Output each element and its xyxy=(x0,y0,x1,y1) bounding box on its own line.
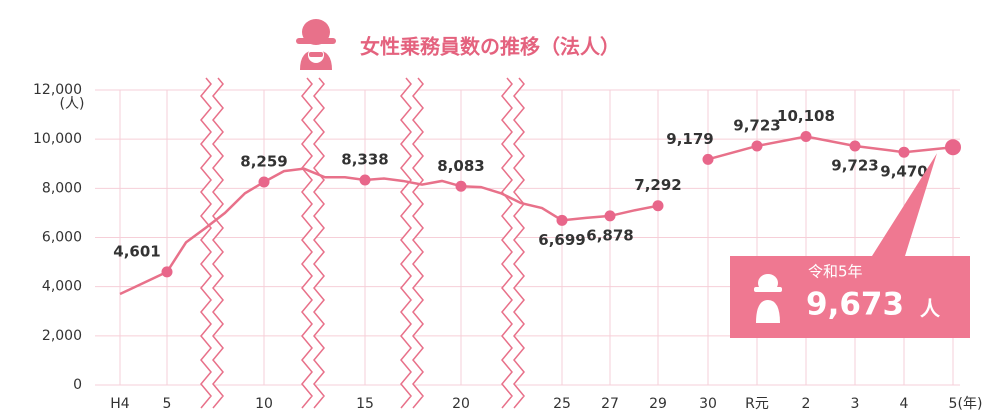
marker xyxy=(455,180,467,192)
break-band xyxy=(201,78,223,408)
title-icon xyxy=(296,19,336,70)
break-edge xyxy=(313,77,325,409)
data-label: 10,108 xyxy=(777,107,835,125)
marker xyxy=(751,140,763,152)
callout-title: 令和5年 xyxy=(808,263,863,281)
data-label: 8,083 xyxy=(437,157,484,175)
break-band xyxy=(502,78,524,408)
y-tick-label: 12,000 xyxy=(33,82,82,98)
x-tick-label: 10 xyxy=(255,396,273,412)
data-label: 4,601 xyxy=(113,242,160,260)
chart-title: 女性乗務員数の推移（法人） xyxy=(360,35,620,59)
break-edge xyxy=(200,77,212,409)
x-tick-label: H4 xyxy=(110,396,130,412)
y-tick-label: 10,000 xyxy=(33,131,82,147)
break-edge xyxy=(501,77,513,409)
marker xyxy=(258,176,270,188)
data-label: 8,338 xyxy=(341,151,388,169)
x-tick-label: 30 xyxy=(699,396,717,412)
marker xyxy=(556,214,568,226)
data-label: 6,699 xyxy=(538,231,585,249)
x-tick-label: 3 xyxy=(851,396,860,412)
x-unit: (年) xyxy=(958,396,983,412)
y-tick-label: 0 xyxy=(73,377,82,393)
icon-part xyxy=(754,287,782,292)
marker xyxy=(359,174,371,186)
x-tick-label: 2 xyxy=(802,396,811,412)
data-label: 8,259 xyxy=(240,152,287,170)
marker xyxy=(604,210,616,222)
grid xyxy=(95,89,960,386)
data-label: 7,292 xyxy=(634,176,681,194)
plot: 4,601 8,259 8,338 8,083 6,699 6,878 7,292 9,179… xyxy=(113,107,970,338)
data-label: 9,179 xyxy=(666,130,713,148)
x-tick-label: 20 xyxy=(452,396,470,412)
callout-unit: 人 xyxy=(920,297,941,321)
data-label: 9,723 xyxy=(831,156,878,174)
marker xyxy=(849,140,861,152)
y-tick-label: 8,000 xyxy=(42,180,82,196)
y-tick-label: 6,000 xyxy=(42,230,82,246)
x-tick-label: 29 xyxy=(649,396,667,412)
break-band xyxy=(302,78,324,408)
data-label: 9,723 xyxy=(733,116,780,134)
break-edge xyxy=(212,77,224,409)
break-edge xyxy=(412,77,424,409)
marker xyxy=(652,200,664,212)
marker xyxy=(800,131,812,143)
break-edge xyxy=(301,77,313,409)
x-tick-label: 27 xyxy=(601,396,619,412)
data-label: 6,878 xyxy=(586,226,633,244)
marker xyxy=(945,139,961,156)
data-label: 9,470 xyxy=(880,163,927,181)
marker xyxy=(898,146,910,158)
callout-icon xyxy=(754,274,782,323)
marker xyxy=(161,266,173,278)
y-tick-label: 2,000 xyxy=(42,328,82,344)
axis-breaks xyxy=(200,77,525,409)
callout-box xyxy=(730,153,970,338)
x-tick-label: 25 xyxy=(553,396,571,412)
break-edge xyxy=(400,77,412,409)
y-tick-label: 4,000 xyxy=(42,279,82,295)
line xyxy=(707,135,954,161)
y-unit: (人) xyxy=(60,96,85,112)
data-label: 9,673 xyxy=(806,287,904,323)
x-tick-label: 5 xyxy=(949,396,958,412)
icon-part xyxy=(756,300,780,323)
x-tick-label: 5 xyxy=(163,396,172,412)
break-band xyxy=(401,78,423,408)
x-tick-label: 15 xyxy=(356,396,374,412)
marker xyxy=(702,153,714,165)
x-tick-label: 4 xyxy=(900,396,909,412)
break-edge xyxy=(513,77,525,409)
x-tick-label: R元 xyxy=(745,396,769,412)
